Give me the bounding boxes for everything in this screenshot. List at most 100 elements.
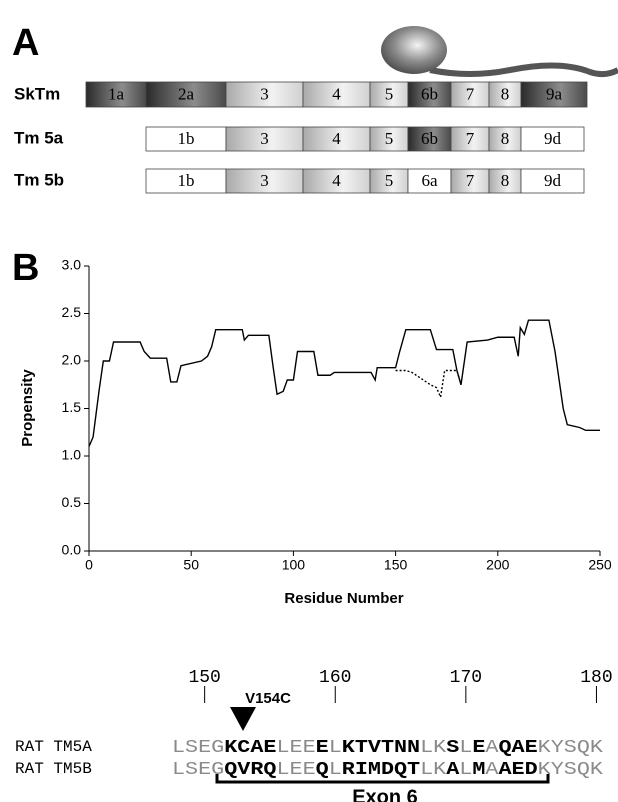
ruler-label: 160	[319, 668, 351, 688]
exon	[369, 126, 409, 152]
exon-label: 3	[260, 171, 269, 190]
exon	[369, 168, 409, 194]
y-tick-label: 0.0	[62, 542, 82, 558]
exon-label: 9d	[544, 129, 562, 148]
exon-label: 9d	[544, 171, 562, 190]
sequence-segment: LK	[420, 738, 446, 758]
sequence-segment: LEE	[276, 760, 315, 780]
exon	[369, 81, 409, 108]
x-tick-label: 200	[486, 557, 510, 573]
y-tick-label: 2.0	[62, 352, 82, 368]
line-series	[395, 369, 462, 400]
exon	[520, 81, 588, 108]
exon	[450, 81, 490, 108]
exon-label: 6b	[421, 84, 438, 103]
sequence-segment: M	[472, 760, 485, 780]
sequence-segment: L	[329, 738, 342, 758]
sequence-segment: RIMDQT	[342, 760, 421, 780]
sequence-segment: KCAE	[224, 738, 276, 758]
bracket	[215, 774, 550, 784]
exon-label: 5	[385, 84, 394, 103]
sequence-segment: L	[459, 760, 472, 780]
exon	[145, 168, 227, 194]
chart: 0.0 0.5 1.0 1.5 2.0 2.5 3.0 0 50 100 150 200 250	[62, 257, 612, 573]
exon-label: 7	[466, 84, 475, 103]
exon-label: 8	[501, 84, 510, 103]
y-axis-label: Propensity	[19, 369, 36, 447]
x-axis-label: Residue Number	[284, 590, 403, 607]
ruler-label: 170	[450, 668, 482, 688]
exon	[225, 168, 304, 194]
exon	[407, 168, 452, 194]
exon	[450, 168, 490, 194]
exon-label: 4	[332, 84, 341, 103]
exon-label: 5	[385, 171, 394, 190]
exon	[407, 81, 452, 108]
exon-label: 8	[501, 129, 510, 148]
exon-label: 1b	[178, 129, 195, 148]
y-tick-label: 1.5	[62, 399, 82, 415]
exon-label: 4	[332, 171, 341, 190]
exon	[520, 168, 585, 194]
exon	[488, 81, 522, 108]
x-tick-label: 100	[282, 557, 306, 573]
mutation-arrow	[230, 707, 256, 731]
x-tick-label: 250	[588, 557, 612, 573]
sequence-segment: E	[316, 738, 329, 758]
sequence-segment: KYSQK	[538, 760, 604, 780]
exon-label: 9a	[546, 84, 563, 103]
sequence-name: RAT TM5A	[15, 738, 92, 756]
sequence-segment: KYSQK	[538, 738, 604, 758]
sequence-segment: AED	[499, 760, 538, 780]
exon-label: 6a	[421, 171, 438, 190]
y-tick-label: 1.0	[62, 447, 82, 463]
bracket-label: Exon 6	[352, 787, 418, 802]
x-tick-label: 150	[384, 557, 408, 573]
ruler-label: 180	[580, 668, 612, 688]
y-tick-label: 3.0	[62, 257, 82, 273]
y-tick-label: 2.5	[62, 304, 82, 320]
row-name: Tm 5a	[14, 128, 64, 147]
exon	[145, 126, 227, 152]
exon	[225, 81, 304, 108]
exon-label: 8	[501, 171, 510, 190]
exon-label: 1a	[108, 84, 125, 103]
exon-label: 4	[332, 129, 341, 148]
line-series	[88, 319, 600, 447]
ruler-label: 150	[188, 668, 220, 688]
exon-label: 3	[260, 84, 269, 103]
mutation-label: V154C	[245, 690, 291, 707]
sequence-segment: QVRQ	[224, 760, 276, 780]
sequence-segment: LSEG	[172, 738, 224, 758]
sequence-segment: L	[459, 738, 472, 758]
exon-label: 3	[260, 129, 269, 148]
sequence-segment: L	[329, 760, 342, 780]
tail	[429, 62, 618, 78]
exon	[145, 81, 227, 108]
sequence-segment: LK	[420, 760, 446, 780]
x-tick-label: 0	[85, 557, 93, 573]
exon-label: 7	[466, 171, 475, 190]
exon	[520, 126, 585, 152]
sequence-segment: A	[485, 760, 498, 780]
exon	[302, 168, 371, 194]
row-name: Tm 5b	[14, 170, 64, 189]
y-tick-label: 0.5	[62, 494, 82, 510]
sequence-segment: S	[446, 738, 459, 758]
exon	[488, 126, 522, 152]
sequence-segment: LSEG	[172, 760, 224, 780]
exon-label: 6b	[421, 129, 438, 148]
sequence-segment: QAE	[499, 738, 538, 758]
exon-label: 2a	[178, 84, 195, 103]
exon	[407, 126, 452, 152]
exon-label: 5	[385, 129, 394, 148]
exon-label: 1b	[178, 171, 195, 190]
panel-label: B	[12, 247, 39, 289]
sequence-segment: E	[472, 738, 485, 758]
row-name: SkTm	[14, 84, 60, 103]
exon	[85, 81, 147, 108]
sequence-segment: LEE	[276, 738, 315, 758]
head	[381, 26, 447, 74]
